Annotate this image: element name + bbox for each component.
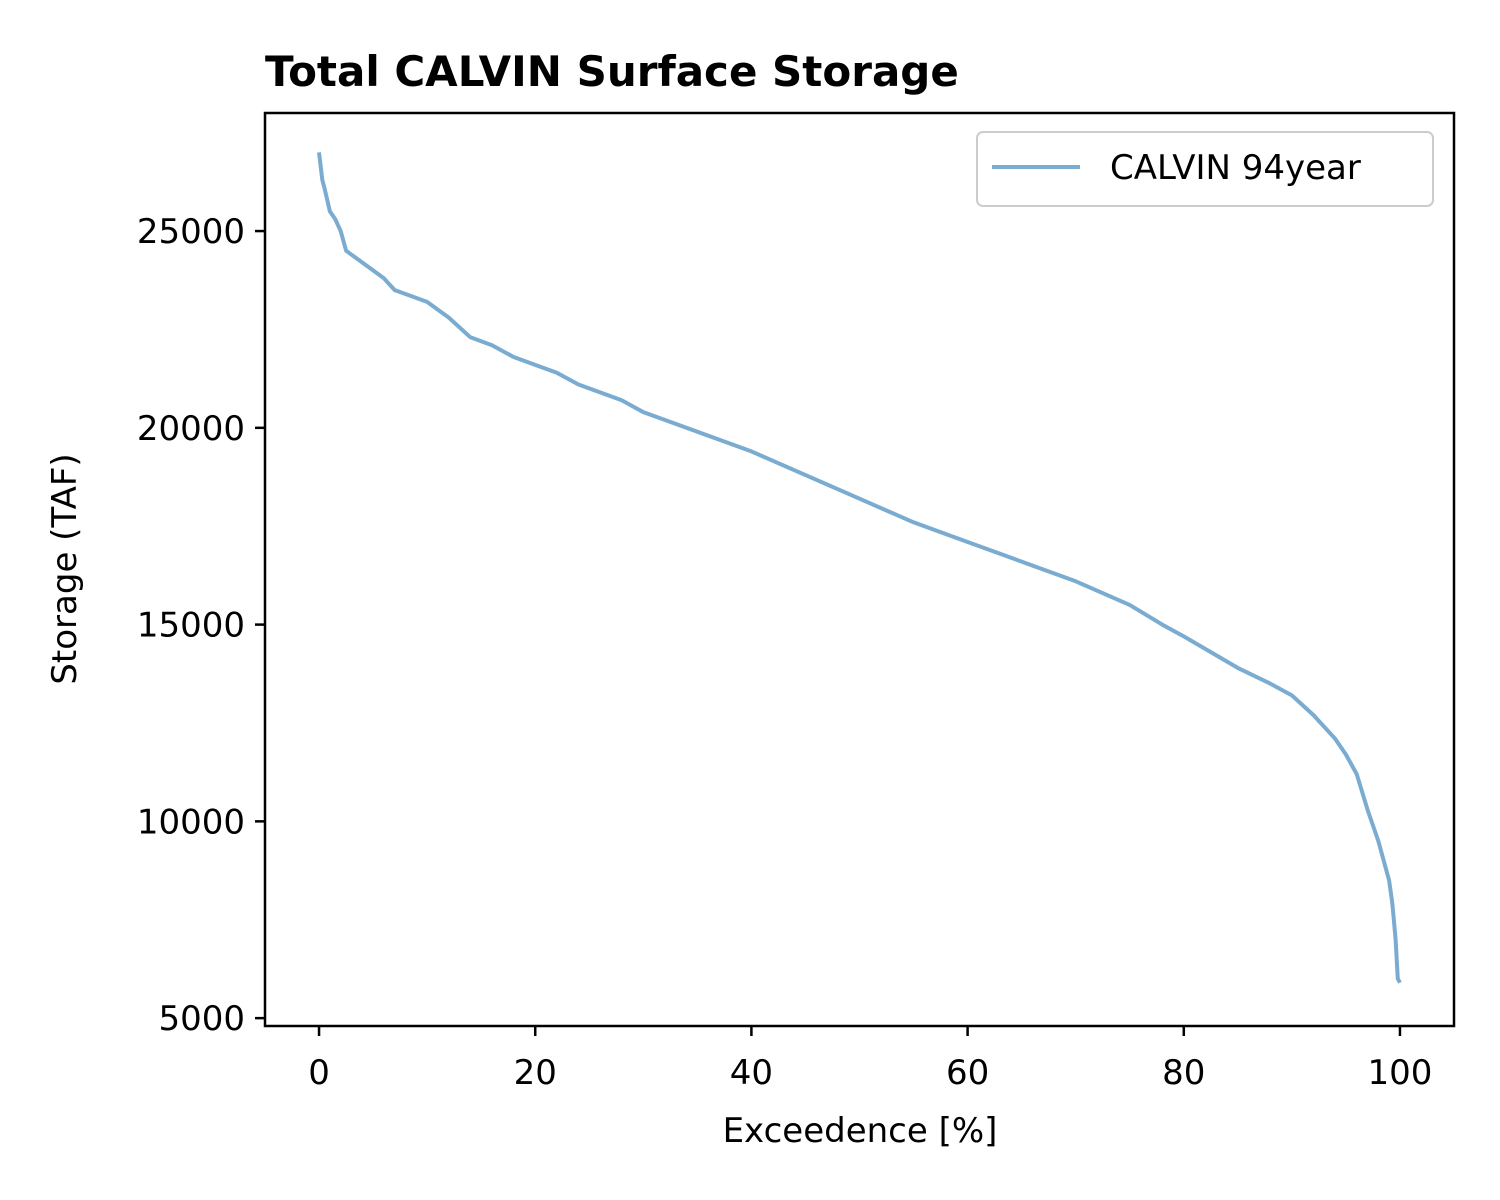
y-tick-label: 15000 [137,606,245,646]
y-tick-label: 20000 [137,409,245,449]
legend-frame [976,131,1434,207]
legend-label: CALVIN 94year [1110,148,1361,188]
x-tick-label: 20 [514,1053,557,1093]
x-tick-label: 100 [1368,1053,1433,1093]
x-tick-label: 60 [946,1053,989,1093]
legend: CALVIN 94year [976,131,1434,207]
x-tick-label: 40 [730,1053,773,1093]
x-axis-ticks: 0 20 40 60 80 100 [308,1026,1432,1093]
series-line [317,152,1402,984]
x-tick-label: 80 [1162,1053,1205,1093]
plot-frame [263,111,1456,1028]
y-tick-label: 10000 [137,802,245,842]
x-axis-label: Exceedence [%] [723,1111,998,1151]
y-axis-label: Storage (TAF) [45,453,85,684]
y-axis-ticks: 5000 10000 15000 20000 25000 [137,212,265,1039]
plot-area [263,111,1456,1028]
y-tick-label: 5000 [158,999,245,1039]
x-tick-label: 0 [308,1053,330,1093]
y-tick-label: 25000 [137,212,245,252]
chart-title: Total CALVIN Surface Storage [265,47,959,96]
